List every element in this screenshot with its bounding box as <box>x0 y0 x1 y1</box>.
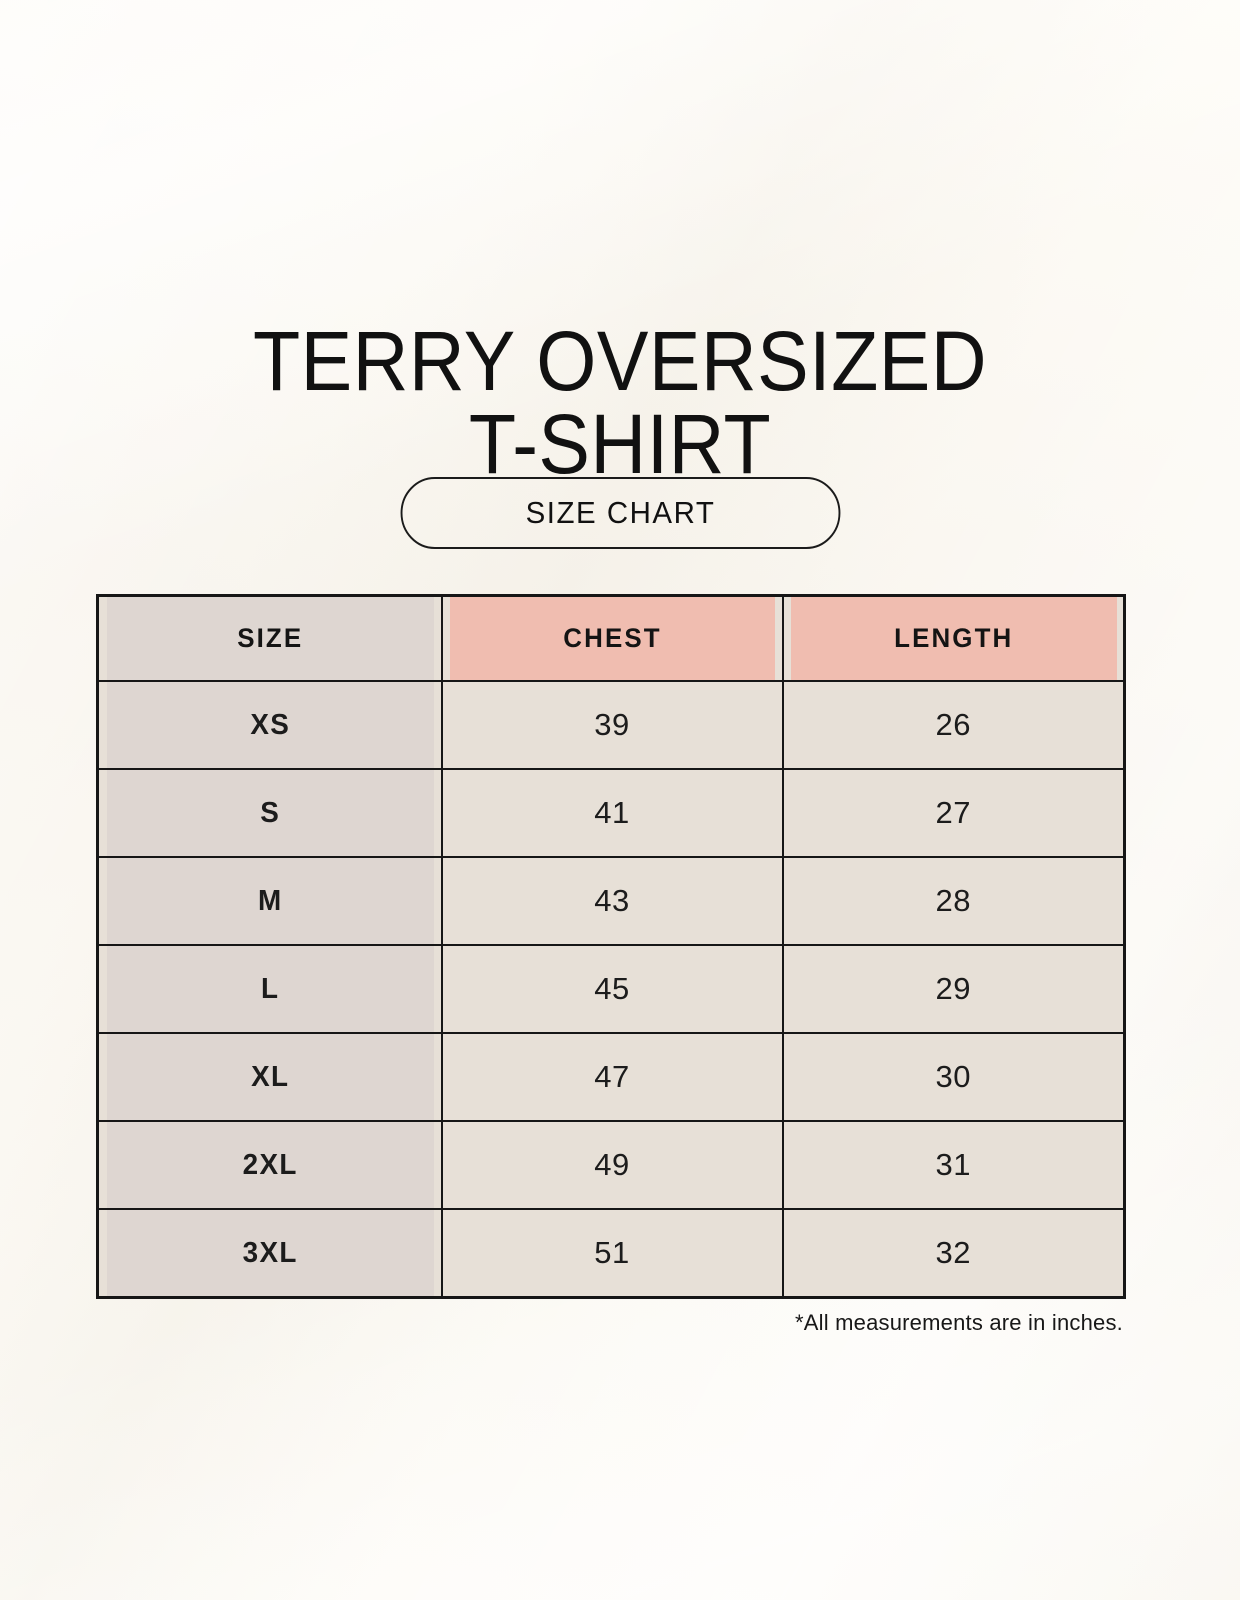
cell-chest: 49 <box>440 1120 784 1210</box>
table-row: XL 47 30 <box>98 1032 1126 1122</box>
cell-size: M <box>103 856 436 946</box>
table-row: L 45 29 <box>98 944 1126 1034</box>
measurement-footnote: *All measurements are in inches. <box>795 1310 1123 1335</box>
size-table-container: SIZE CHEST LENGTH XS 39 26 S 41 27 <box>96 594 1126 1299</box>
cell-size: 2XL <box>103 1120 436 1210</box>
column-header-chest: CHEST <box>447 594 777 682</box>
cell-chest: 47 <box>440 1032 784 1122</box>
table-row: 2XL 49 31 <box>98 1120 1126 1210</box>
cell-size: XS <box>103 680 436 770</box>
cell-chest: 43 <box>440 856 784 946</box>
cell-length: 28 <box>781 856 1126 946</box>
cell-chest: 41 <box>440 768 784 858</box>
page-title: TERRY OVERSIZED T-SHIRT <box>252 314 988 491</box>
cell-size: L <box>103 944 436 1034</box>
table-row: 3XL 51 32 <box>98 1208 1126 1299</box>
cell-length: 31 <box>781 1120 1126 1210</box>
cell-length: 30 <box>781 1032 1126 1122</box>
table-row: S 41 27 <box>98 768 1126 858</box>
badge-container: SIZE CHART <box>0 477 1240 549</box>
cell-chest: 45 <box>440 944 784 1034</box>
cell-size: 3XL <box>103 1208 436 1299</box>
table-row: XS 39 26 <box>98 680 1126 770</box>
column-header-length: LENGTH <box>788 594 1119 682</box>
cell-length: 27 <box>781 768 1126 858</box>
cell-chest: 51 <box>440 1208 784 1299</box>
column-header-size: SIZE <box>103 594 436 682</box>
cell-length: 29 <box>781 944 1126 1034</box>
size-chart-badge: SIZE CHART <box>400 477 840 549</box>
table-header: SIZE CHEST LENGTH <box>98 594 1125 682</box>
table-row: M 43 28 <box>98 856 1126 946</box>
table-body: XS 39 26 S 41 27 M 43 28 L <box>98 680 1126 1299</box>
cell-size: XL <box>103 1032 436 1122</box>
cell-length: 26 <box>781 680 1126 770</box>
cell-size: S <box>103 768 436 858</box>
cell-length: 32 <box>781 1208 1126 1299</box>
table-header-row: SIZE CHEST LENGTH <box>98 594 1125 682</box>
cell-chest: 39 <box>440 680 784 770</box>
size-table: SIZE CHEST LENGTH XS 39 26 S 41 27 <box>96 594 1126 1299</box>
